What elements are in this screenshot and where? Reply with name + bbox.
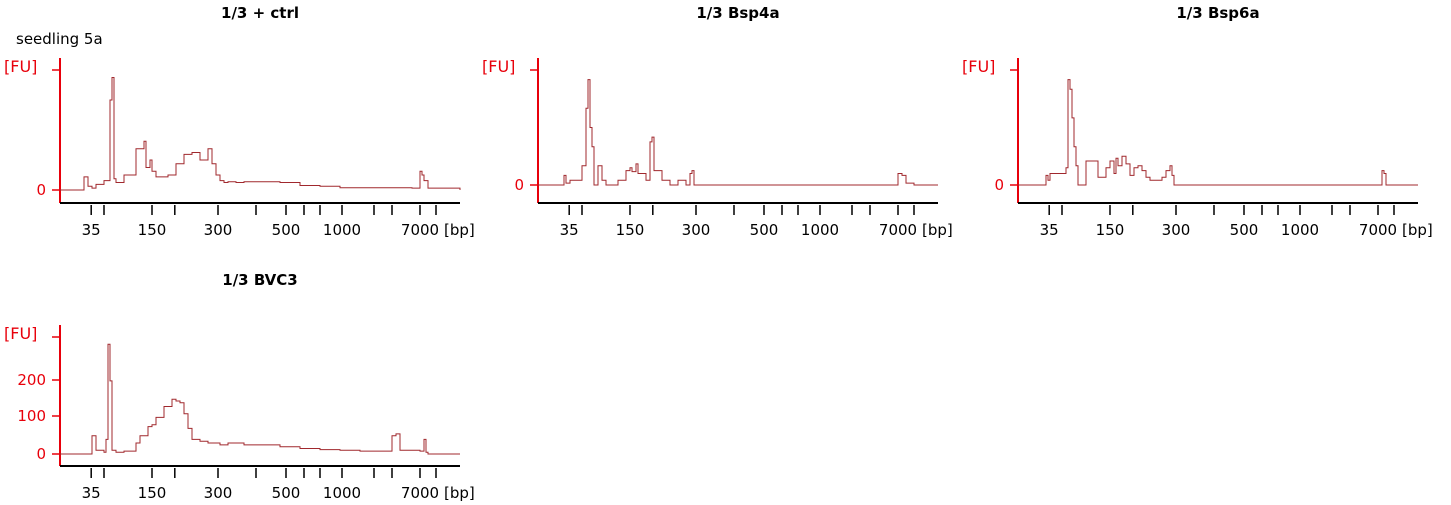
x-tick-label: 500 (272, 484, 301, 502)
x-tick-label: 300 (1162, 221, 1191, 239)
x-tick-label: 35 (82, 221, 101, 239)
y-axis-label: [FU] (482, 57, 515, 76)
x-tick-label: 500 (750, 221, 779, 239)
y-tick-label: 0 (36, 181, 46, 199)
panel-bsp4a: 1/3 Bsp4a [FU] 0 35 150 300 500 1000 7000 [bp] (482, 4, 953, 239)
y-axis-label: [FU] (4, 57, 37, 76)
chart-title: 1/3 Bsp4a (696, 4, 779, 22)
x-tick-label: 150 (138, 221, 167, 239)
x-tick-label: 1000 (801, 221, 839, 239)
x-tick-label: 150 (138, 484, 167, 502)
panel-bvc3: 1/3 BVC3 [FU] 0 100 200 35 150 300 500 1000 7000 [b… (4, 271, 475, 502)
x-axis-unit: [bp] (444, 221, 475, 239)
sample-label: seedling 5a (16, 30, 103, 48)
x-axis-unit: [bp] (444, 484, 475, 502)
x-tick-label: 35 (1040, 221, 1059, 239)
x-tick-label: 500 (272, 221, 301, 239)
x-axis-unit: [bp] (922, 221, 953, 239)
trace-line (60, 343, 460, 455)
x-tick-label: 7000 (1359, 221, 1397, 239)
y-tick-label: 0 (36, 445, 46, 463)
chart-title: 1/3 BVC3 (222, 271, 297, 289)
y-axis-label: [FU] (962, 57, 995, 76)
trace-line (538, 79, 938, 186)
x-tick-label: 1000 (1281, 221, 1319, 239)
x-tick-label: 500 (1230, 221, 1259, 239)
y-tick-label: 0 (994, 176, 1004, 194)
trace-line (1018, 79, 1418, 186)
y-tick-label: 100 (17, 407, 46, 425)
x-axis-unit: [bp] (1402, 221, 1433, 239)
x-tick-label: 300 (682, 221, 711, 239)
x-tick-label: 35 (560, 221, 579, 239)
x-tick-label: 1000 (323, 484, 361, 502)
x-tick-label: 7000 (879, 221, 917, 239)
x-tick-label: 35 (82, 484, 101, 502)
x-tick-label: 1000 (323, 221, 361, 239)
chart-title: 1/3 + ctrl (221, 4, 299, 22)
y-tick-label: 0 (514, 176, 524, 194)
x-tick-label: 150 (1096, 221, 1125, 239)
y-tick-label: 200 (17, 371, 46, 389)
trace-line (60, 77, 461, 191)
panel-ctrl: 1/3 + ctrl [FU] 0 35 150 300 500 1000 7000 [bp] (4, 4, 475, 239)
x-tick-label: 7000 (401, 221, 439, 239)
chart-title: 1/3 Bsp6a (1176, 4, 1259, 22)
x-tick-label: 150 (616, 221, 645, 239)
y-axis-label: [FU] (4, 324, 37, 343)
x-tick-label: 7000 (401, 484, 439, 502)
x-tick-label: 300 (204, 484, 233, 502)
panel-bsp6a: 1/3 Bsp6a [FU] 0 35 150 300 500 1000 7000 [bp] (962, 4, 1433, 239)
x-tick-label: 300 (204, 221, 233, 239)
